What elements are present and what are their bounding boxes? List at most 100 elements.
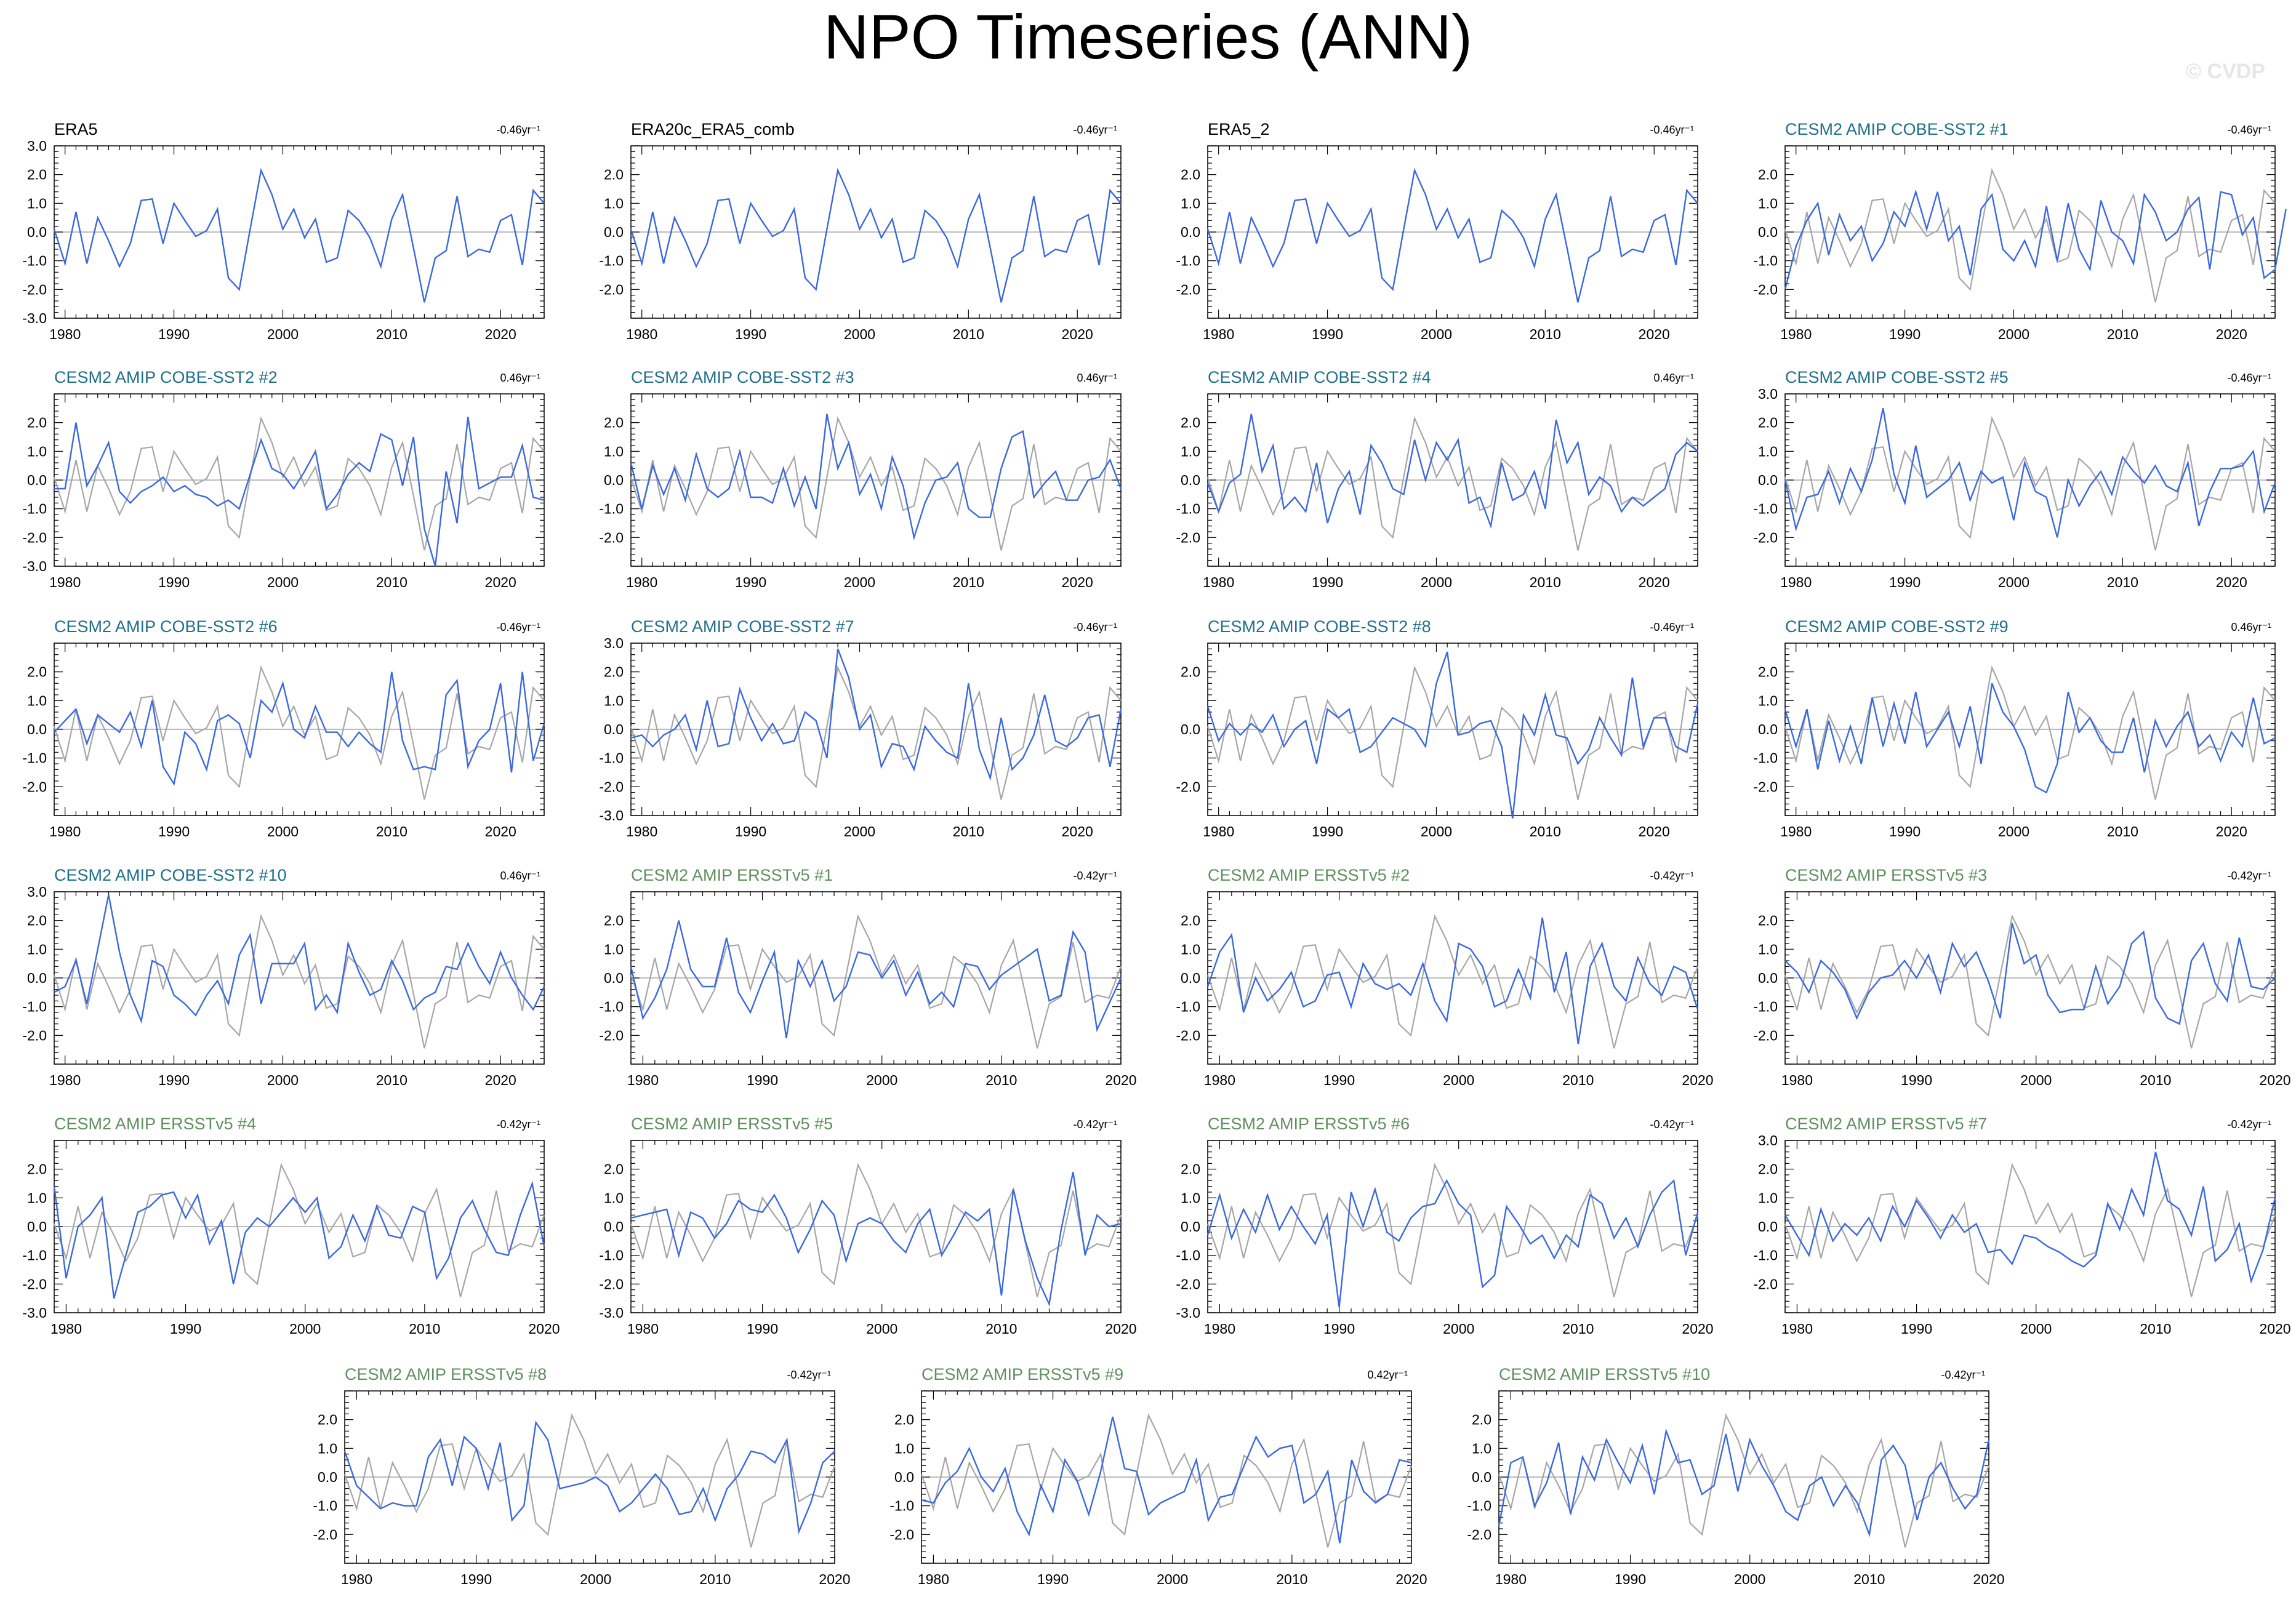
panel-title: CESM2 AMIP ERSSTv5 #4 [54, 1115, 256, 1133]
x-tick-label: 1980 [1780, 823, 1812, 839]
series-line [630, 920, 1122, 1039]
main-title: NPO Timeseries (ANN) [824, 2, 1472, 72]
y-tick-label: 0.0 [894, 1469, 914, 1485]
x-tick-label: 2000 [1421, 574, 1452, 590]
x-tick-label: 2000 [1734, 1571, 1765, 1587]
x-tick-label: 2010 [1276, 1571, 1307, 1587]
y-tick-label: 0.0 [1472, 1469, 1491, 1485]
y-tick-label: 1.0 [27, 195, 47, 211]
trend-label: -0.42yr⁻¹ [1073, 1118, 1117, 1131]
x-tick-label: 2010 [376, 1072, 407, 1088]
panel-title: CESM2 AMIP ERSSTv5 #7 [1785, 1115, 1987, 1133]
y-tick-label: -2.0 [22, 1276, 47, 1292]
y-tick-label: 0.0 [604, 472, 624, 488]
panel-title: CESM2 AMIP COBE-SST2 #4 [1208, 368, 1431, 386]
x-tick-label: 2010 [1853, 1571, 1885, 1587]
y-tick-label: 0.0 [604, 970, 624, 986]
x-tick-label: 1980 [1203, 326, 1234, 342]
obs-series-line [1206, 665, 1698, 800]
y-tick-label: 2.0 [1472, 1412, 1491, 1428]
y-tick-label: 3.0 [604, 635, 624, 651]
y-tick-label: 1.0 [27, 941, 47, 957]
panel-title: CESM2 AMIP COBE-SST2 #1 [1785, 120, 2009, 138]
x-tick-label: 1990 [1037, 1571, 1069, 1587]
cvdp-watermark: © CVDP [2186, 60, 2265, 83]
x-tick-label: 1990 [170, 1321, 201, 1337]
trend-label: 0.46yr⁻¹ [500, 870, 540, 882]
x-tick-label: 1980 [627, 1072, 659, 1088]
panel: 2.0 1.0 0.0 -1.0 -2.0 1980 1990 2000 2010 2020 CES… [1467, 1365, 2004, 1587]
x-tick-label: 2020 [485, 574, 516, 590]
y-tick-label: -2.0 [599, 779, 624, 795]
series-line [921, 1416, 1412, 1544]
y-tick-label: 1.0 [604, 941, 624, 957]
x-tick-label: 1990 [158, 574, 190, 590]
x-tick-label: 2000 [1421, 326, 1452, 342]
trend-label: 0.42yr⁻¹ [1367, 1369, 1408, 1381]
x-tick-label: 2000 [844, 326, 875, 342]
y-tick-label: 3.0 [27, 138, 47, 154]
y-tick-label: 1.0 [1758, 195, 1778, 211]
x-tick-label: 2020 [1639, 823, 1670, 839]
trend-label: -0.46yr⁻¹ [1073, 124, 1117, 136]
x-tick-label: 2000 [267, 574, 299, 590]
series-line [1498, 1428, 1990, 1537]
y-tick-label: 2.0 [1758, 167, 1778, 183]
y-tick-label: -3.0 [22, 310, 47, 326]
x-tick-label: 2010 [2107, 326, 2138, 342]
obs-series-line [343, 1413, 836, 1548]
panel-title: ERA5 [54, 120, 98, 138]
obs-series-line [1784, 168, 2276, 303]
x-tick-label: 1990 [460, 1571, 492, 1587]
trend-label: -0.42yr⁻¹ [2227, 870, 2271, 882]
x-tick-label: 1990 [1901, 1072, 1932, 1088]
x-tick-label: 2000 [866, 1072, 897, 1088]
y-tick-label: 0.0 [27, 721, 47, 737]
x-tick-label: 1980 [626, 574, 657, 590]
x-tick-label: 2010 [2107, 823, 2138, 839]
x-tick-label: 2000 [267, 1072, 299, 1088]
panel-title: ERA5_2 [1208, 120, 1270, 138]
series-line [630, 414, 1122, 541]
x-tick-label: 1980 [341, 1571, 372, 1587]
y-tick-label: -1.0 [1753, 1248, 1778, 1264]
x-tick-label: 2010 [2140, 1072, 2171, 1088]
x-tick-label: 1980 [627, 1321, 659, 1337]
y-tick-label: -3.0 [599, 807, 624, 823]
x-tick-label: 2010 [1562, 1072, 1594, 1088]
y-tick-label: 2.0 [27, 167, 47, 183]
obs-series-line [1784, 914, 2276, 1049]
x-tick-label: 1990 [1312, 823, 1343, 839]
y-tick-label: -1.0 [1176, 1248, 1200, 1264]
trend-label: -0.46yr⁻¹ [1073, 621, 1117, 633]
x-tick-label: 1990 [1312, 574, 1343, 590]
trend-label: 0.46yr⁻¹ [500, 372, 540, 384]
y-tick-label: 2.0 [27, 913, 47, 929]
x-tick-label: 1990 [1312, 326, 1343, 342]
obs-series-line [53, 1163, 545, 1297]
series-line [630, 167, 1122, 303]
panel-title: CESM2 AMIP COBE-SST2 #8 [1208, 617, 1431, 636]
x-tick-label: 2000 [2020, 1321, 2052, 1337]
x-tick-label: 2000 [866, 1321, 897, 1337]
trend-label: -0.42yr⁻¹ [2227, 1118, 2271, 1131]
x-tick-label: 1980 [1780, 326, 1812, 342]
series-line [1206, 1179, 1699, 1307]
panel-title: CESM2 AMIP COBE-SST2 #3 [631, 368, 854, 386]
panel: 2.0 1.0 0.0 -1.0 -2.0 1980 1990 2000 2010 2020 CES… [22, 617, 545, 839]
x-tick-label: 2000 [1443, 1321, 1474, 1337]
panel-title: CESM2 AMIP COBE-SST2 #10 [54, 866, 287, 884]
y-tick-label: 2.0 [318, 1412, 337, 1428]
x-tick-label: 1990 [158, 823, 190, 839]
x-tick-label: 1990 [1615, 1571, 1646, 1587]
x-tick-label: 1980 [626, 823, 657, 839]
panel: 2.0 1.0 0.0 -1.0 -2.0 1980 1990 2000 2010 2020 ERA… [1176, 120, 1698, 342]
trend-label: -0.46yr⁻¹ [2227, 372, 2271, 384]
x-tick-label: 2000 [2020, 1072, 2052, 1088]
panel: 2.0 1.0 0.0 -1.0 -2.0 1980 1990 2000 2010 2020 CES… [1753, 120, 2287, 342]
x-tick-label: 2000 [1443, 1072, 1474, 1088]
y-tick-label: -1.0 [1753, 253, 1778, 269]
obs-series-line [630, 665, 1122, 800]
